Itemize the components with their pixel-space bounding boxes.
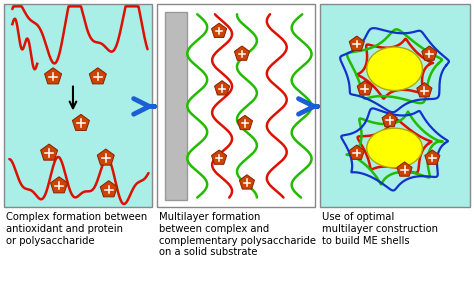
Polygon shape	[235, 46, 249, 60]
Ellipse shape	[367, 128, 422, 168]
Polygon shape	[237, 115, 253, 130]
Polygon shape	[349, 36, 365, 50]
Text: Use of optimal
multilayer construction
to build ME shells: Use of optimal multilayer construction t…	[321, 212, 438, 246]
Polygon shape	[41, 144, 58, 160]
Polygon shape	[357, 81, 372, 95]
Polygon shape	[89, 68, 106, 84]
Polygon shape	[382, 112, 397, 127]
Bar	[319, 4, 470, 207]
Text: Complex formation between
antioxidant and protein
or polysaccharide: Complex formation between antioxidant an…	[6, 212, 147, 246]
Polygon shape	[349, 145, 365, 159]
Polygon shape	[422, 46, 437, 60]
Polygon shape	[100, 181, 117, 197]
Polygon shape	[215, 81, 229, 95]
Bar	[165, 12, 187, 200]
Polygon shape	[45, 68, 62, 84]
Polygon shape	[211, 23, 227, 38]
Polygon shape	[73, 114, 90, 131]
Polygon shape	[239, 175, 255, 189]
Polygon shape	[97, 149, 114, 165]
Polygon shape	[425, 150, 440, 164]
Polygon shape	[397, 162, 412, 176]
Ellipse shape	[367, 47, 422, 91]
Bar	[4, 4, 152, 207]
Text: Multilayer formation
between complex and
complementary polysaccharide
on a solid: Multilayer formation between complex and…	[159, 212, 317, 257]
Bar	[157, 4, 315, 207]
Polygon shape	[211, 150, 227, 164]
Polygon shape	[417, 83, 432, 97]
Polygon shape	[51, 177, 68, 193]
